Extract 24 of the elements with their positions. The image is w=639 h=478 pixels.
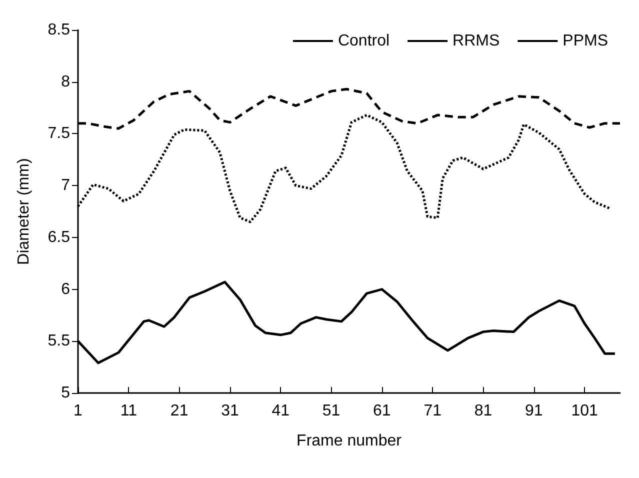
x-tick-label: 11 (120, 402, 138, 420)
y-tick-label: 6 (61, 280, 70, 298)
x-tick-label: 61 (373, 402, 391, 420)
x-tick-label: 71 (424, 402, 442, 420)
x-tick-label: 41 (272, 402, 290, 420)
y-tick-label: 8 (61, 73, 70, 90)
x-tick-label: 91 (524, 402, 543, 420)
x-tick-label: 101 (571, 402, 598, 420)
x-tick-label: 51 (322, 402, 340, 420)
x-tick-label: 31 (221, 402, 239, 420)
y-tick-label: 6.5 (48, 228, 70, 246)
y-tick-label: 7.5 (48, 125, 70, 142)
y-tick-label: 7 (61, 177, 70, 194)
x-tick-label: 1 (74, 402, 83, 420)
x-tick-label: 21 (170, 402, 188, 420)
y-tick-label: 8.5 (48, 22, 70, 38)
x-tick-label: 81 (474, 402, 492, 420)
legend-label: RRMS (452, 32, 500, 50)
legend-label: Control (338, 32, 390, 50)
x-axis-title: Frame number (296, 432, 402, 450)
y-tick-label: 5.5 (48, 332, 70, 350)
y-tick-label: 5 (61, 384, 70, 402)
y-axis-title: Diameter (mm) (16, 158, 32, 265)
legend-label: PPMS (562, 32, 608, 50)
